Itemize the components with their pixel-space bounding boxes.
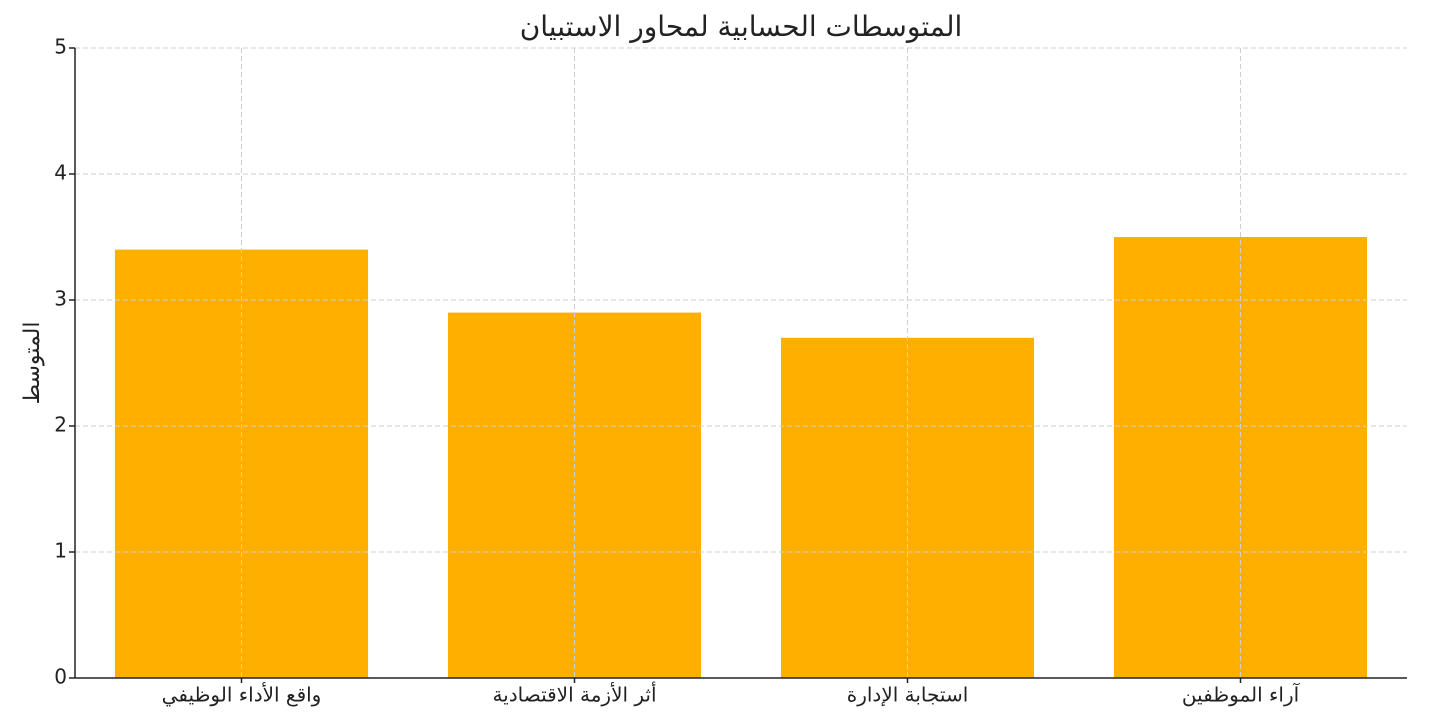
y-tick-label: 0 <box>54 665 67 689</box>
x-tick-label: آراء الموظفين <box>1182 682 1301 707</box>
y-axis-label: المتوسط <box>20 322 45 405</box>
chart-title: المتوسطات الحسابية لمحاور الاستبيان <box>520 10 963 43</box>
y-tick-label: 4 <box>54 161 67 185</box>
x-tick-label: أثر الأزمة الاقتصادية <box>492 682 656 707</box>
y-tick-label: 1 <box>54 539 67 563</box>
y-tick-label: 5 <box>54 35 67 59</box>
x-tick-label: استجابة الإدارة <box>847 683 969 707</box>
y-tick-label: 2 <box>54 413 67 437</box>
bar <box>447 312 702 678</box>
x-tick-label: واقع الأداء الوظيفي <box>162 683 322 708</box>
y-tick-label: 3 <box>54 287 67 311</box>
